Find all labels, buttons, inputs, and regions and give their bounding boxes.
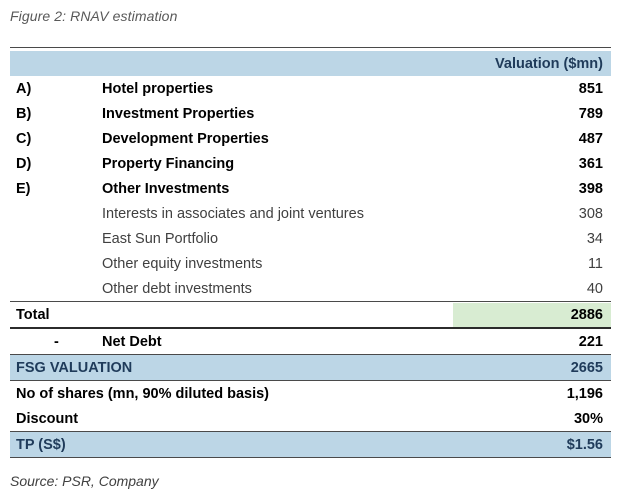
item-code: E) (16, 180, 31, 197)
item-code: D) (16, 155, 32, 172)
sub-item-value: 40 (586, 280, 603, 297)
item-name: Investment Properties (102, 105, 255, 122)
table-header-row: Valuation ($mn) (10, 51, 611, 76)
tp-label: TP (S$) (16, 436, 66, 453)
tp-value: $1.56 (566, 436, 603, 453)
total-value: 2886 (570, 306, 603, 323)
sub-item-name: Interests in associates and joint ventur… (102, 205, 364, 222)
total-row: Total 2886 (10, 302, 611, 327)
item-code: B) (16, 105, 32, 122)
item-value: 361 (578, 155, 603, 172)
sub-row: Other debt investments 40 (10, 276, 611, 301)
header-valuation: Valuation ($mn) (495, 55, 603, 72)
sub-item-value: 308 (578, 205, 603, 222)
sub-item-name: Other debt investments (102, 280, 252, 297)
source-note: Source: PSR, Company (10, 473, 159, 489)
item-value: 398 (578, 180, 603, 197)
total-label: Total (16, 306, 50, 323)
shares-value: 1,196 (566, 385, 603, 402)
sub-item-value: 11 (587, 255, 603, 272)
top-rule (10, 47, 611, 48)
item-name: Hotel properties (102, 80, 214, 97)
sub-item-value: 34 (586, 230, 603, 247)
sub-row: East Sun Portfolio 34 (10, 226, 611, 251)
total-bottom-rule (10, 327, 611, 329)
discount-row: Discount 30% (10, 406, 611, 431)
total-top-rule (10, 301, 611, 302)
fsg-bottom-rule (10, 380, 611, 381)
item-value: 789 (578, 105, 603, 122)
fsg-valuation-label: FSG VALUATION (16, 359, 133, 376)
figure-caption: Figure 2: RNAV estimation (10, 8, 178, 24)
sub-row: Other equity investments 11 (10, 251, 611, 276)
sub-item-name: Other equity investments (102, 255, 263, 272)
fsg-valuation-value: 2665 (570, 359, 603, 376)
item-name: Development Properties (102, 130, 269, 147)
table-row: D) Property Financing 361 (10, 151, 611, 176)
net-debt-sign: - (54, 333, 59, 350)
sub-row: Interests in associates and joint ventur… (10, 201, 611, 226)
net-debt-label: Net Debt (102, 333, 162, 350)
discount-value: 30% (573, 410, 603, 427)
table-row: E) Other Investments 398 (10, 176, 611, 201)
fsg-top-rule (10, 354, 611, 355)
table-row: B) Investment Properties 789 (10, 101, 611, 126)
net-debt-value: 221 (578, 333, 603, 350)
item-name: Property Financing (102, 155, 235, 172)
tp-row: TP (S$) $1.56 (10, 432, 611, 457)
tp-bottom-rule (10, 457, 611, 458)
shares-row: No of shares (mn, 90% diluted basis) 1,1… (10, 381, 611, 406)
sub-item-name: East Sun Portfolio (102, 230, 219, 247)
discount-label: Discount (16, 410, 79, 427)
item-code: A) (16, 80, 32, 97)
table-row: A) Hotel properties 851 (10, 76, 611, 101)
fsg-valuation-row: FSG VALUATION 2665 (10, 355, 611, 380)
net-debt-row: - Net Debt 221 (10, 329, 611, 354)
rnav-table: Valuation ($mn) A) Hotel properties 851 … (10, 51, 611, 458)
shares-label: No of shares (mn, 90% diluted basis) (16, 385, 269, 402)
item-value: 487 (578, 130, 603, 147)
tp-top-rule (10, 431, 611, 432)
table-row: C) Development Properties 487 (10, 126, 611, 151)
item-value: 851 (578, 80, 603, 97)
item-name: Other Investments (102, 180, 230, 197)
total-highlight (453, 303, 611, 327)
item-code: C) (16, 130, 32, 147)
